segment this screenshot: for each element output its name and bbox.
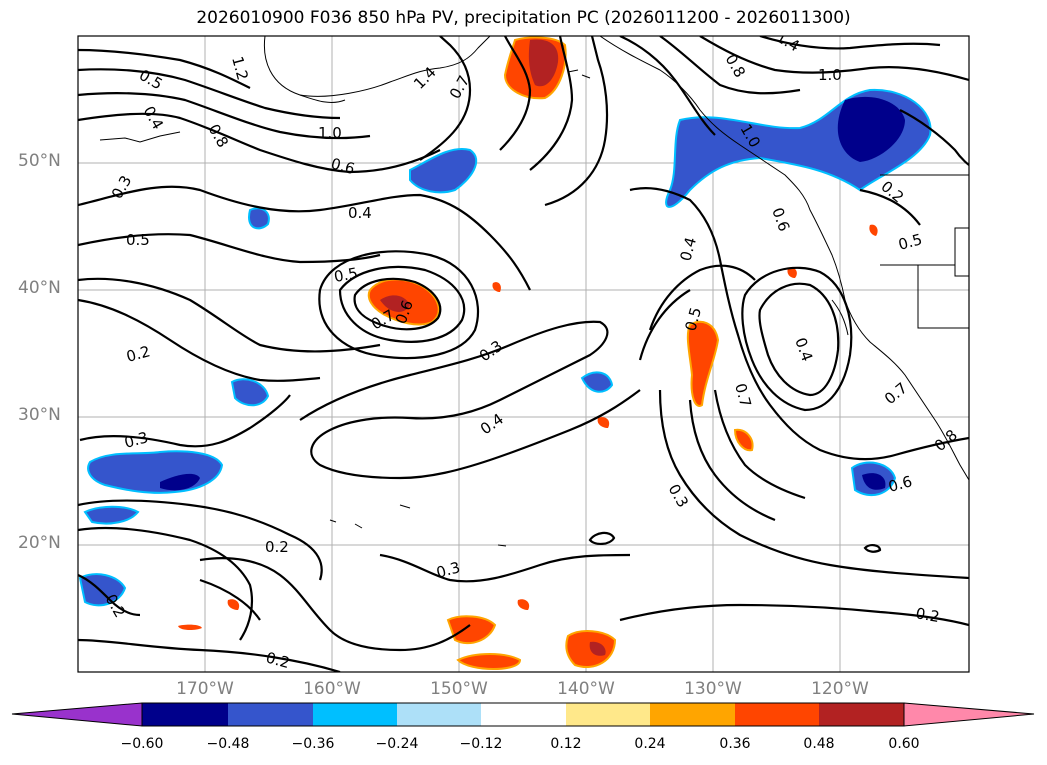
map-area: 0.5 0.4 1.2 0.8 0.3 0.5 1.0 0.6 0.4 1.4 … bbox=[78, 36, 969, 672]
colorbar-tick-label: −0.48 bbox=[206, 736, 250, 752]
colorbar-tick-label: −0.12 bbox=[459, 736, 503, 752]
contour-label: 0.3 bbox=[122, 428, 150, 452]
contour-label: 1.0 bbox=[818, 66, 842, 84]
coastlines bbox=[99, 36, 969, 547]
lat-label: 30°N bbox=[18, 405, 61, 425]
contour-label: 0.6 bbox=[886, 472, 914, 496]
contour-label: 0.5 bbox=[126, 231, 150, 249]
lon-label: 160°W bbox=[303, 679, 361, 699]
colorbar bbox=[11, 702, 1035, 727]
colorbar-extend-low bbox=[11, 702, 143, 727]
precip-negative bbox=[78, 88, 932, 607]
contour-label: 0.5 bbox=[681, 305, 705, 333]
lat-label: 50°N bbox=[18, 151, 61, 171]
precip-positive bbox=[178, 36, 878, 670]
colorbar-bin bbox=[228, 703, 313, 726]
contour-label: 0.3 bbox=[434, 558, 462, 582]
colorbar-bin bbox=[819, 703, 904, 726]
colorbar-extend-high bbox=[903, 702, 1035, 727]
colorbar-tick-label: 0.36 bbox=[719, 736, 751, 752]
contour-label: 0.5 bbox=[896, 230, 924, 254]
contour-label: 1.2 bbox=[228, 54, 252, 82]
colorbar-tick-label: −0.24 bbox=[375, 736, 419, 752]
colorbar-bin bbox=[735, 703, 819, 726]
colorbar-tick-label: 0.12 bbox=[550, 736, 582, 752]
contour-label: 1.0 bbox=[318, 124, 342, 142]
colorbar-bin bbox=[481, 703, 566, 726]
lon-label: 120°W bbox=[811, 679, 869, 699]
contour-label: 0.2 bbox=[265, 538, 289, 556]
contour-label: 0.2 bbox=[264, 648, 292, 672]
lon-label: 130°W bbox=[684, 679, 742, 699]
contour-label: 0.7 bbox=[731, 381, 755, 409]
colorbar-tick-label: 0.24 bbox=[634, 736, 666, 752]
colorbar-bin bbox=[313, 703, 397, 726]
pv-contours bbox=[78, 36, 969, 672]
contour-label: 0.2 bbox=[124, 342, 152, 366]
lat-label: 20°N bbox=[18, 533, 61, 553]
contour-label: 0.5 bbox=[333, 264, 360, 286]
colorbar-tick-label: −0.36 bbox=[291, 736, 335, 752]
colorbar-bin bbox=[566, 703, 650, 726]
colorbar-bin bbox=[650, 703, 735, 726]
map-frame bbox=[77, 35, 970, 673]
colorbar-frame bbox=[141, 702, 905, 727]
colorbar-tick-label: 0.60 bbox=[888, 736, 920, 752]
colorbar-tick-label: 0.48 bbox=[803, 736, 835, 752]
map-title: 2026010900 F036 850 hPa PV, precipitatio… bbox=[196, 8, 851, 28]
colorbar-bin bbox=[142, 703, 228, 726]
contour-label: 0.4 bbox=[348, 204, 372, 222]
lat-label: 40°N bbox=[18, 278, 61, 298]
colorbar-bin bbox=[397, 703, 481, 726]
contour-label: 0.4 bbox=[676, 235, 700, 263]
colorbar-tick-label: −0.60 bbox=[120, 736, 164, 752]
lon-label: 170°W bbox=[176, 679, 234, 699]
contour-label: 0.2 bbox=[914, 604, 941, 626]
lon-label: 150°W bbox=[430, 679, 488, 699]
lon-label: 140°W bbox=[557, 679, 615, 699]
contour-label: 0.6 bbox=[329, 154, 357, 178]
